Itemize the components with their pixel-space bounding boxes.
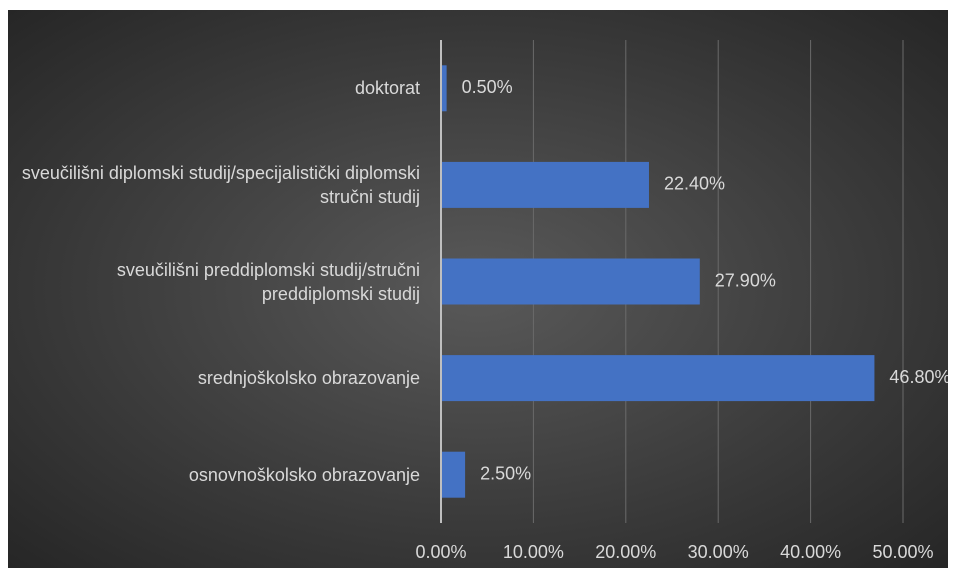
value-label: 22.40% (664, 174, 725, 194)
plot: 0.00% 10.00% 20.00% 30.00% 40.00% 50.00% 0.50%… (415, 40, 948, 562)
category-label: sveučilišni diplomski studij/specijalist… (21, 162, 420, 207)
value-label: 0.50% (462, 77, 513, 97)
x-tick-label: 10.00% (503, 542, 564, 562)
value-label: 2.50% (480, 463, 531, 483)
bar (442, 161, 649, 208)
category-label: srednjoškolsko obrazovanje (197, 368, 420, 389)
chart: 0.00% 10.00% 20.00% 30.00% 40.00% 50.00% 0.50%… (8, 10, 948, 568)
x-tick-label: 50.00% (872, 542, 933, 562)
bar (442, 65, 447, 112)
x-tick-label: 0.00% (415, 542, 466, 562)
value-label: 27.90% (715, 270, 776, 290)
category-label: sveučilišni preddiplomski studij/stručni… (116, 259, 420, 304)
value-label: 46.80% (889, 367, 948, 387)
x-tick-label: 40.00% (780, 542, 841, 562)
bar (442, 451, 466, 498)
category-label: doktorat (354, 78, 420, 99)
bar (442, 355, 875, 402)
x-tick-label: 30.00% (688, 542, 749, 562)
bar (442, 258, 700, 305)
category-label: osnovnoškolsko obrazovanje (188, 464, 420, 485)
x-tick-label: 20.00% (595, 542, 656, 562)
